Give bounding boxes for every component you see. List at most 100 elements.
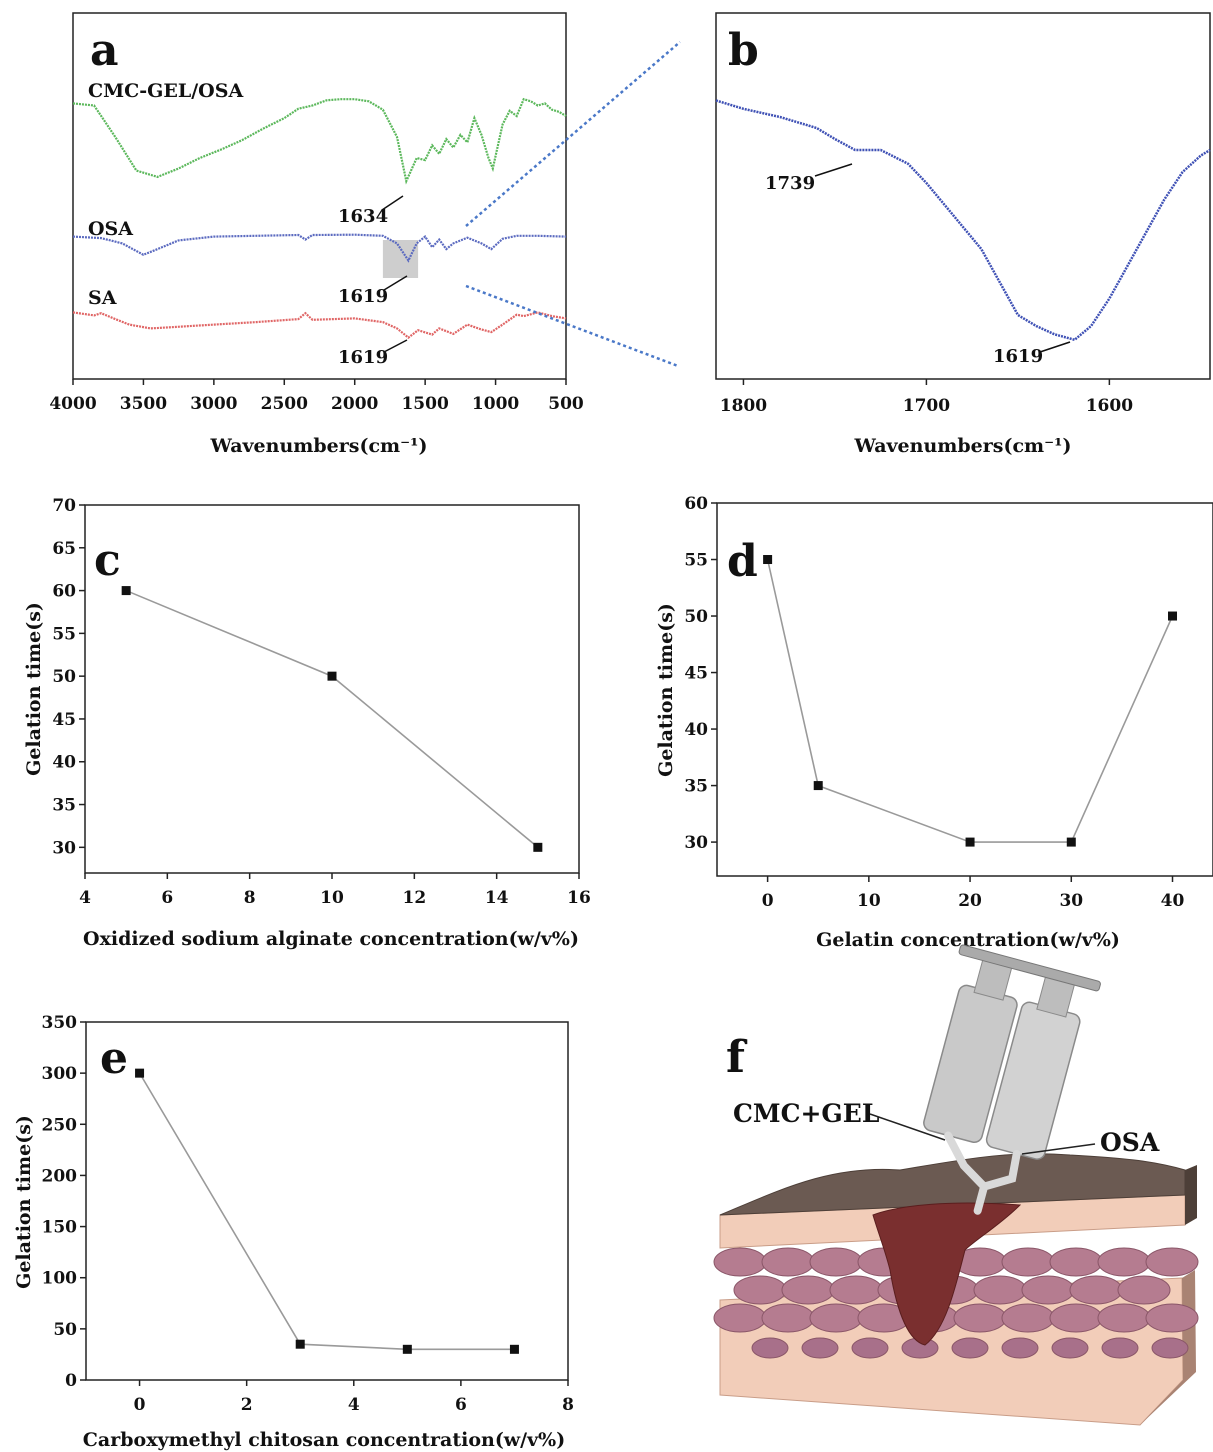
x-tick-label: 8 xyxy=(244,888,256,908)
tissue-cell xyxy=(1001,1303,1055,1333)
syringe-flange xyxy=(958,944,1101,992)
panel-c-frame xyxy=(84,504,580,874)
x-tick-label: 1500 xyxy=(401,394,448,414)
y-tick-label: 350 xyxy=(42,1013,78,1033)
panel-a-annotation-1634: 1634 xyxy=(338,206,388,227)
tissue-cell xyxy=(1049,1303,1103,1333)
y-tick-label: 55 xyxy=(684,551,708,571)
panel-e-plot: 0 2 4 6 8 0 50 100 150 200 250 300 350 xyxy=(42,1013,574,1415)
tissue-cell xyxy=(1069,1275,1123,1305)
syringe-label-osa: OSA xyxy=(1100,1128,1160,1157)
y-tick-label: 250 xyxy=(42,1115,78,1135)
panel-b-annotation-1739: 1739 xyxy=(765,173,815,194)
panel-c-ylabel: Gelation time(s) xyxy=(23,602,45,776)
zoom-connector-bottom xyxy=(465,284,679,368)
x-tick-label: 6 xyxy=(455,1395,467,1415)
x-tick-label: 16 xyxy=(567,888,591,908)
series-label-sa: SA xyxy=(88,287,117,309)
x-tick-label: 1700 xyxy=(903,396,950,416)
series-line-cmc-gel-osa xyxy=(72,97,567,185)
panel-b-xlabel: Wavenumbers(cm⁻¹) xyxy=(854,435,1072,457)
x-tick-label: 0 xyxy=(762,891,774,911)
data-point xyxy=(402,1344,412,1354)
y-tick-label: 300 xyxy=(42,1064,78,1084)
x-tick-label: 8 xyxy=(562,1395,574,1415)
panel-b-annotation-1619: 1619 xyxy=(993,346,1043,367)
tissue-cell xyxy=(829,1275,883,1305)
panel-e-letter: e xyxy=(100,1033,128,1084)
panel-d: d 0 10 20 30 40 30 35 40 45 50 55 60 Gelatin concen… xyxy=(655,494,1213,951)
panel-b-ticks: 1800 1700 1600 xyxy=(720,379,1133,416)
data-line xyxy=(766,559,1174,843)
x-tick-label: 14 xyxy=(485,888,509,908)
data-point xyxy=(1066,837,1076,847)
y-tick-label: 35 xyxy=(52,796,76,816)
x-tick-label: 2 xyxy=(241,1395,253,1415)
y-tick-label: 60 xyxy=(684,494,708,514)
panel-b-frame xyxy=(715,12,1211,380)
y-tick-label: 50 xyxy=(53,1320,77,1340)
x-tick-label: 4 xyxy=(348,1395,360,1415)
panel-c-letter: c xyxy=(94,535,121,586)
data-point xyxy=(509,1344,519,1354)
x-tick-label: 10 xyxy=(320,888,344,908)
x-tick-label: 3500 xyxy=(120,394,167,414)
panel-a-highlight-region xyxy=(382,240,419,278)
panel-d-frame xyxy=(716,502,1213,877)
tissue-cell-lower xyxy=(1001,1337,1039,1359)
x-tick-label: 30 xyxy=(1059,891,1083,911)
series-label-cmc-gel-osa: CMC-GEL/OSA xyxy=(88,80,243,102)
x-tick-label: 2000 xyxy=(331,394,378,414)
panel-c: c 4 6 8 10 12 14 16 30 35 40 45 50 55 60 65 70 Oxidized… xyxy=(23,496,591,950)
x-tick-label: 4 xyxy=(79,888,91,908)
panel-c-plot: 4 6 8 10 12 14 16 30 35 40 45 50 55 60 65 70 xyxy=(52,496,591,908)
panel-a-annotation-sa-1619-pointer xyxy=(383,339,408,353)
panel-a: a CMC-GEL/OSA OSA SA 4000 3500 3000 2500 200… xyxy=(49,12,584,457)
y-tick-label: 30 xyxy=(52,838,76,858)
y-tick-label: 0 xyxy=(65,1371,77,1391)
panel-d-plot: 0 10 20 30 40 30 35 40 45 50 55 60 xyxy=(684,494,1184,911)
y-tick-label: 35 xyxy=(684,777,708,797)
skin-epidermis-side xyxy=(1185,1165,1197,1225)
y-tick-label: 45 xyxy=(52,710,76,730)
panel-b-annotation-1619-pointer xyxy=(1039,341,1071,353)
tissue-cell xyxy=(973,1275,1027,1305)
y-tick-label: 30 xyxy=(684,833,708,853)
panel-a-annotation-1634-pointer xyxy=(381,195,404,211)
data-point xyxy=(813,781,823,791)
y-tick-label: 45 xyxy=(684,664,708,684)
tissue-cell xyxy=(1097,1303,1151,1333)
data-point xyxy=(295,1339,305,1349)
tissue-cell-lower xyxy=(801,1337,839,1359)
tissue-cell-lower xyxy=(1101,1337,1139,1359)
data-point xyxy=(965,837,975,847)
x-tick-label: 1800 xyxy=(720,396,767,416)
y-tick-label: 65 xyxy=(52,539,76,559)
x-tick-label: 10 xyxy=(857,891,881,911)
x-tick-label: 4000 xyxy=(49,394,96,414)
x-tick-label: 500 xyxy=(548,394,584,414)
x-tick-label: 1000 xyxy=(472,394,519,414)
panel-b: b 1800 1700 1600 1739 1619 Wavenumbers(cm⁻… xyxy=(715,12,1211,457)
panel-a-xlabel: Wavenumbers(cm⁻¹) xyxy=(210,435,428,457)
syringe-label-osa-pointer xyxy=(1021,1143,1096,1155)
x-tick-label: 1600 xyxy=(1086,396,1133,416)
x-tick-label: 6 xyxy=(161,888,173,908)
panel-a-letter: a xyxy=(90,25,119,76)
panel-b-letter: b xyxy=(728,25,759,76)
x-tick-label: 20 xyxy=(958,891,982,911)
tissue-cell xyxy=(713,1303,767,1333)
x-tick-label: 12 xyxy=(402,888,426,908)
panel-d-letter: d xyxy=(727,536,758,587)
x-tick-label: 2500 xyxy=(261,394,308,414)
panel-f-letter: f xyxy=(726,1032,748,1083)
tissue-cell xyxy=(1001,1247,1055,1277)
syringe-y-connector xyxy=(944,1131,1021,1215)
tissue-cell xyxy=(1021,1275,1075,1305)
syringe-label-cmc-gel-pointer xyxy=(869,1113,946,1141)
x-tick-label: 40 xyxy=(1161,891,1185,911)
tissue-cell xyxy=(809,1303,863,1333)
y-tick-label: 150 xyxy=(42,1218,78,1238)
data-point xyxy=(135,1068,145,1078)
